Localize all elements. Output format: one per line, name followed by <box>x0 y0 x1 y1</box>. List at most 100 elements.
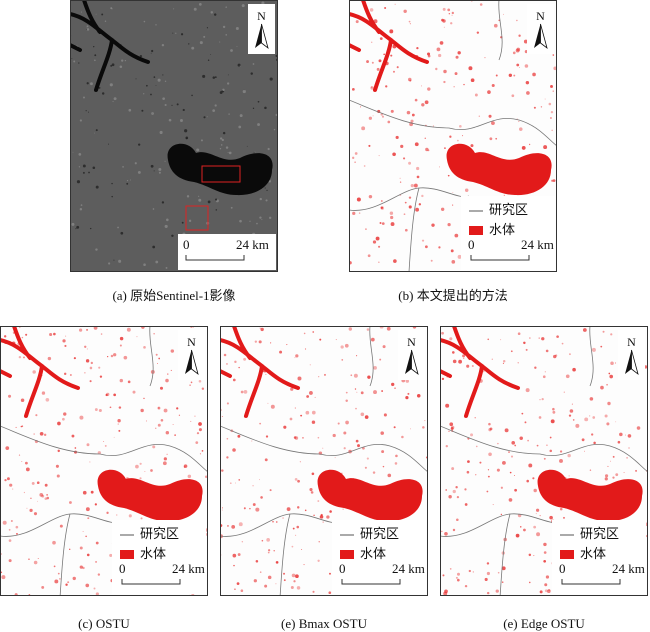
speckle <box>57 449 60 453</box>
speckle <box>478 115 481 117</box>
speckle <box>534 366 537 369</box>
speckle <box>16 532 18 535</box>
speckle <box>589 469 592 471</box>
speckle <box>151 112 154 115</box>
speckle <box>366 328 370 331</box>
speckle <box>256 222 258 225</box>
speckle <box>233 564 235 567</box>
speckle <box>164 160 166 162</box>
speckle <box>372 115 374 117</box>
speckle <box>421 239 425 242</box>
speckle <box>439 166 440 168</box>
speckle <box>229 482 232 484</box>
speckle <box>545 575 550 579</box>
speckle <box>447 8 451 12</box>
speckle <box>157 78 161 82</box>
scale-label: 24 km <box>521 237 554 252</box>
speckle <box>390 109 394 113</box>
speckle <box>90 490 94 494</box>
speckle <box>538 416 542 419</box>
speckle <box>317 436 320 439</box>
speckle <box>544 589 548 593</box>
speckle <box>489 427 493 431</box>
speckle <box>304 348 307 350</box>
speckle <box>152 245 156 249</box>
speckle <box>25 467 30 472</box>
speckle <box>33 560 38 565</box>
speckle <box>528 581 531 584</box>
speckle <box>502 360 506 363</box>
speckle <box>385 85 388 88</box>
speckle <box>212 76 216 79</box>
speckle <box>463 83 465 86</box>
speckle <box>297 479 300 483</box>
speckle <box>1 575 6 580</box>
speckle <box>270 342 272 344</box>
speckle <box>328 591 332 595</box>
speckle <box>69 501 72 504</box>
speckle <box>52 540 56 545</box>
speckle <box>384 6 387 10</box>
speckle <box>615 421 617 423</box>
speckle <box>160 419 164 422</box>
speckle <box>265 435 269 438</box>
speckle <box>353 373 358 378</box>
speckle <box>318 376 320 378</box>
speckle <box>127 380 131 384</box>
speckle <box>165 430 170 435</box>
speckle <box>46 496 50 500</box>
speckle <box>182 108 185 112</box>
speckle <box>294 357 296 359</box>
speckle <box>243 507 246 510</box>
speckle <box>391 382 395 387</box>
speckle <box>207 200 211 204</box>
speckle <box>344 343 349 348</box>
speckle <box>529 337 531 339</box>
speckle <box>452 359 457 364</box>
speckle <box>267 551 270 554</box>
speckle <box>57 572 60 575</box>
speckle <box>549 449 553 453</box>
study-boundary <box>0 326 208 596</box>
speckle <box>260 496 263 499</box>
speckle <box>241 4 245 8</box>
speckle <box>95 185 99 189</box>
speckle <box>451 425 455 430</box>
speckle <box>228 113 230 115</box>
speckle <box>503 194 506 197</box>
speckle <box>21 336 24 339</box>
speckle <box>457 51 461 55</box>
speckle <box>470 144 474 148</box>
speckle <box>57 421 61 426</box>
speckle <box>267 402 269 404</box>
speckle <box>354 152 358 155</box>
speckle <box>8 528 11 531</box>
speckle <box>234 482 236 484</box>
speckle <box>370 86 374 90</box>
speckle <box>421 85 422 87</box>
speckle <box>360 391 364 395</box>
speckle <box>292 527 295 530</box>
speckle <box>319 338 322 341</box>
speckle <box>150 164 154 168</box>
speckle <box>128 514 132 518</box>
speckle <box>25 333 28 336</box>
speckle <box>199 453 201 455</box>
speckle <box>140 517 143 520</box>
speckle <box>329 572 331 575</box>
speckle <box>282 517 284 519</box>
speckle <box>364 415 369 419</box>
speckle <box>198 198 202 202</box>
speckle <box>139 54 143 58</box>
speckle <box>383 53 386 56</box>
speckle <box>512 51 516 55</box>
speckle <box>98 86 101 89</box>
speckle <box>79 208 83 211</box>
speckle <box>311 410 316 415</box>
speckle <box>389 211 394 215</box>
speckle <box>552 179 556 183</box>
speckle <box>373 390 377 395</box>
speckle <box>225 146 229 149</box>
speckle <box>313 514 315 517</box>
speckle <box>367 375 371 379</box>
